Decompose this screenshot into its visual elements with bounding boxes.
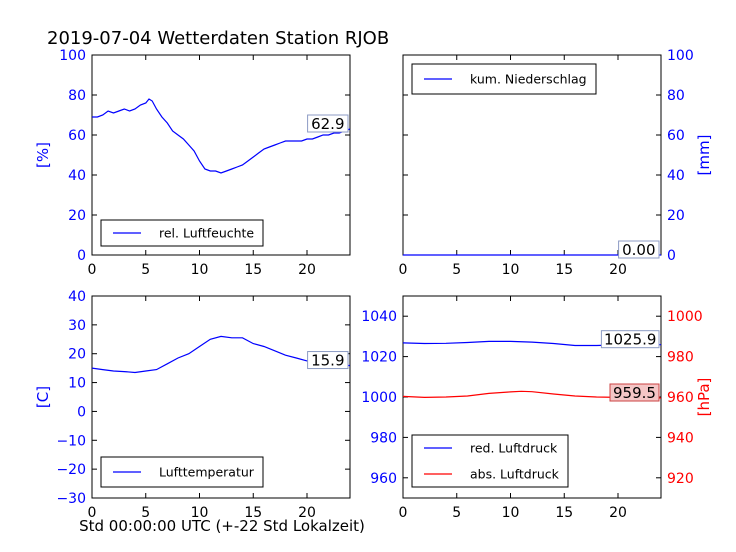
x-axis-label: Std 00:00:00 UTC (+-22 Std Lokalzeit) (79, 517, 365, 535)
y-tick-label: 0 (77, 404, 86, 420)
x-tick-label: 15 (244, 505, 262, 521)
value-label: 1025.9 (604, 331, 657, 349)
value-label: 0.00 (622, 241, 655, 259)
legend-entry: red. Luftdruck (470, 441, 558, 456)
y-tick-label-right: 940 (667, 430, 694, 446)
value-label: 62.9 (311, 115, 344, 133)
y-tick-label: −30 (56, 491, 86, 507)
legend-box (411, 434, 569, 488)
x-tick-label: 5 (452, 505, 461, 521)
y-tick-label: 20 (68, 347, 86, 363)
x-tick-label: 5 (141, 262, 150, 278)
y-axis-label: [C] (34, 386, 52, 408)
y-tick-label: −10 (56, 433, 86, 449)
x-tick-label: 5 (452, 262, 461, 278)
y-tick-label: 80 (667, 88, 685, 104)
value-label-box (609, 383, 660, 402)
x-tick-label: 20 (298, 505, 316, 521)
legend-entry: Lufttemperatur (159, 465, 255, 480)
y-tick-label: 100 (59, 48, 86, 64)
y-tick-label: 1020 (361, 350, 397, 366)
x-tick-label: 15 (244, 262, 262, 278)
value-label-box (307, 351, 349, 370)
y-tick-label: 40 (68, 168, 86, 184)
y-tick-label-right: 980 (667, 350, 694, 366)
x-tick-label: 20 (298, 262, 316, 278)
value-label: 15.9 (311, 352, 344, 370)
x-tick-label: 0 (88, 262, 97, 278)
y-tick-label-right: 1000 (667, 309, 703, 325)
y-tick-label: 10 (68, 376, 86, 392)
x-tick-label: 0 (88, 505, 97, 521)
y-tick-label: 980 (370, 430, 397, 446)
panel-humidity: 0 5 10 15 20 0 20 40 60 80 100 [%] 62.9 rel. Luftfeuc… (34, 48, 351, 278)
x-tick-label: 15 (555, 505, 573, 521)
x-tick-label: 15 (555, 262, 573, 278)
y-tick-label: 100 (667, 48, 694, 64)
panel-temperature: 0 5 10 15 20 −30 −20 −10 0 10 20 30 40 [C] 15.9 Lufttem… (34, 289, 351, 521)
page-title: 2019-07-04 Wetterdaten Station RJOB (47, 28, 389, 49)
y-tick-label: −20 (56, 462, 86, 478)
x-tick-label: 0 (399, 505, 408, 521)
plot-frame (91, 295, 351, 499)
y-tick-label: 30 (68, 318, 86, 334)
y-tick-label-right: 960 (667, 390, 694, 406)
legend-entry: abs. Luftdruck (470, 467, 560, 482)
legend-box (100, 456, 264, 488)
x-tick-label: 20 (609, 505, 627, 521)
y-axis-label: [mm] (695, 135, 713, 176)
y-tick-label: 40 (68, 289, 86, 305)
y-tick-label: 1040 (361, 309, 397, 325)
value-label: 959.5 (613, 384, 656, 402)
y-tick-label: 80 (68, 88, 86, 104)
x-tick-label: 0 (399, 262, 408, 278)
panel-precipitation: 0 5 10 15 20 0 20 40 60 80 100 [mm] 0.00 kum. Nieders… (399, 48, 713, 278)
legend-entry: kum. Niederschlag (470, 72, 587, 87)
y-axis-label: [hPa] (695, 378, 713, 417)
y-tick-label-right: 920 (667, 471, 694, 487)
y-tick-label: 20 (68, 208, 86, 224)
y-tick-label: 0 (667, 248, 676, 264)
y-tick-label: 0 (77, 248, 86, 264)
series-line-1 (91, 335, 351, 374)
y-tick-label: 960 (370, 471, 397, 487)
value-label-box (307, 114, 349, 133)
plot-frame (91, 54, 351, 256)
y-axis-label: [%] (34, 142, 52, 168)
y-tick-label: 60 (667, 128, 685, 144)
x-tick-label: 10 (191, 262, 209, 278)
y-tick-label: 1000 (361, 390, 397, 406)
y-tick-label: 40 (667, 168, 685, 184)
panel-pressure: 0 5 10 15 20 960 980 1000 1020 1040 920 940 960 980 10… (361, 295, 713, 521)
x-tick-label: 10 (502, 262, 520, 278)
x-tick-label: 10 (502, 505, 520, 521)
x-tick-label: 5 (141, 505, 150, 521)
x-tick-label: 20 (609, 262, 627, 278)
legend-entry: rel. Luftfeuchte (159, 226, 254, 241)
y-tick-label: 60 (68, 128, 86, 144)
x-tick-label: 10 (191, 505, 209, 521)
value-label-box (600, 330, 660, 349)
y-tick-label: 20 (667, 208, 685, 224)
value-label-box (618, 240, 660, 259)
series-line-1 (92, 98, 351, 174)
